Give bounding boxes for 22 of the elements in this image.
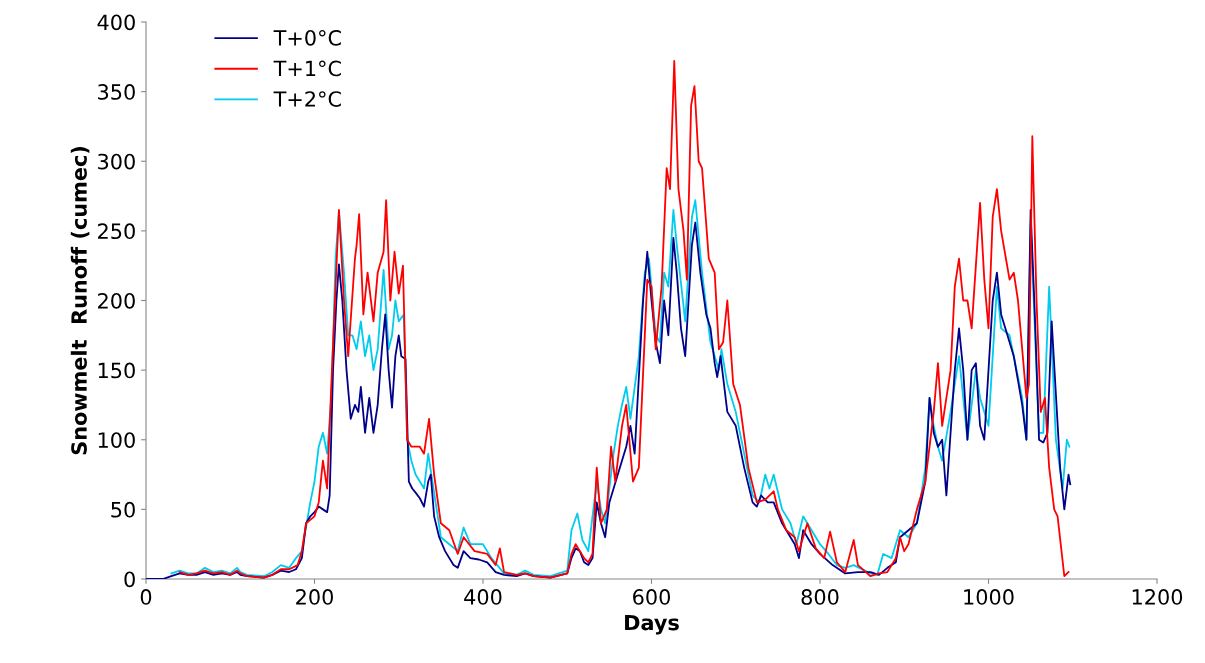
x-tick-label: 400 <box>464 589 502 605</box>
y-tick-label: 350 <box>98 84 135 100</box>
x-tick-label: 1200 <box>1132 589 1183 605</box>
x-tick-label: 1000 <box>964 589 1014 605</box>
x-tick-label: 0 <box>140 589 152 605</box>
y-tick-label: 300 <box>98 153 135 170</box>
legend-label: T+2°C <box>273 91 341 107</box>
line-series <box>178 60 1070 579</box>
y-tick-label: 0 <box>124 571 135 588</box>
x-tick-label: 800 <box>801 589 839 605</box>
x-axis-title: Days <box>625 614 679 635</box>
legend-label: T+0°C <box>273 29 341 46</box>
y-tick-label: 250 <box>98 223 135 240</box>
x-tick-label: 200 <box>296 589 333 605</box>
y-tick-label: 150 <box>98 362 135 379</box>
y-tick-label: 200 <box>98 292 135 309</box>
legend-label: T+1°C <box>273 60 341 77</box>
x-tick-label: 600 <box>633 589 670 605</box>
y-tick-label: 400 <box>97 14 135 31</box>
y-tick-label: 50 <box>111 501 135 518</box>
y-tick-label: 100 <box>98 432 135 448</box>
y-axis-title: Snowmelt Runoff (cumec) <box>70 146 90 455</box>
